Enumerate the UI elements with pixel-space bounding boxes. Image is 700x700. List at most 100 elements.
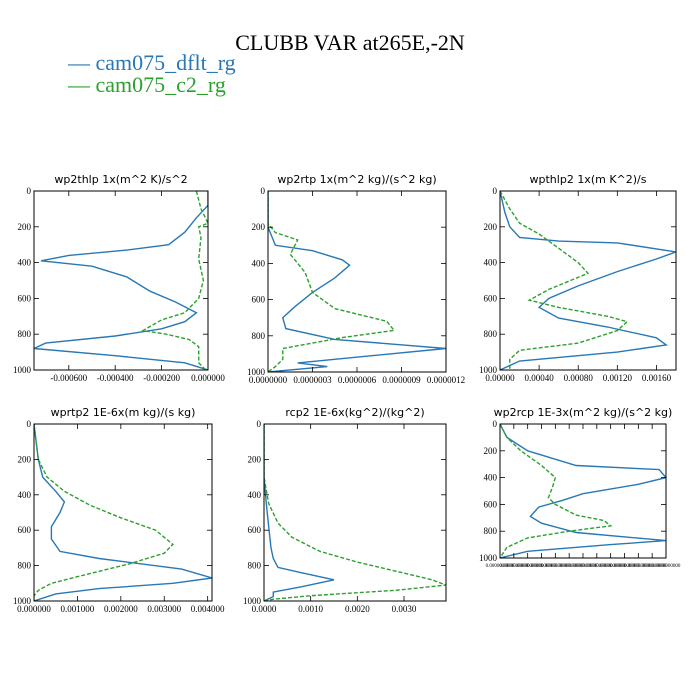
y-tick-label: 1000 [479,365,498,375]
x-tick-label: 0.0000000000 [499,564,528,569]
x-tick-label: 0.0000009 [382,375,421,385]
x-tick-label: 0.0000000000 [569,564,598,569]
y-tick-label: 1000 [247,367,266,377]
x-tick-label: 0.0000000000 [610,564,639,569]
series-line-c2 [264,424,446,601]
panel-title: wp2thlp 1x(m^2 K)/s^2 [54,173,187,186]
panel-title: wp2rtp 1x(m^2 kg)/(s^2 kg) [277,173,436,186]
y-tick-label: 200 [252,222,266,232]
y-tick-label: 0 [493,419,498,429]
panel-title: wp2rcp 1E-3x(m^2 kg)/(s^2 kg) [494,406,673,419]
y-tick-label: 1000 [13,596,32,606]
y-tick-label: 0 [493,186,498,196]
y-tick-label: 0 [261,186,266,196]
y-tick-label: 400 [484,258,498,268]
series-line-c2 [34,424,174,601]
panel-grid: wp2thlp 1x(m^2 K)/s^2 0 200 400 600 800 1000 -0… [13,173,681,614]
panel-3: wpthlp2 1x(m K^2)/s020040060080010000.00… [479,173,677,383]
panel-title: wpthlp2 1x(m K^2)/s [530,173,647,186]
plot-frame [33,190,209,371]
series-line-dflt [264,424,335,601]
y-tick-label: 1000 [243,596,262,606]
series-line-c2 [268,191,396,372]
y-tick-label: 800 [484,329,498,339]
x-tick-label: 0.0000000000 [527,564,556,569]
panel-title: rcp2 1E-6x(kg^2)/(kg^2) [285,406,424,419]
x-tick-label: 0.0000000000 [596,564,625,569]
x-tick-label: 0.0030 [392,604,417,614]
y-tick-label: 600 [252,295,266,305]
x-tick-label: 0.0020 [345,604,370,614]
x-tick-label: 0.0000000 [249,375,288,385]
x-tick-label: -0.000600 [50,373,87,383]
y-tick-label: 800 [18,329,32,339]
x-tick-label: -0.000400 [97,373,134,383]
x-tick-label: 0.0000003 [293,375,332,385]
legend-entry-c2: — cam075_c2_rg [67,72,226,97]
x-tick-label: 0.0010 [298,604,323,614]
y-tick-label: 800 [18,561,32,571]
series-line-dflt [500,191,676,370]
series-line-c2 [500,424,613,558]
x-tick-label: 0.0000 [252,604,277,614]
panel-4: wprtp2 1E-6x(m kg)/(s kg) 0 200 400 600 800 10… [13,406,225,614]
x-tick-label: 0.002000 [104,604,138,614]
x-tick-label: 0.0000000000 [582,564,611,569]
y-tick-label: 400 [18,490,32,500]
y-tick-label: 600 [484,499,498,509]
panel-title: wprtp2 1E-6x(m kg)/(s kg) [51,406,196,419]
x-tick-label: 0.0000000000 [624,564,653,569]
plot-frame [267,190,447,373]
y-tick-label: 1000 [479,553,498,563]
y-tick-label: 200 [18,222,32,232]
x-tick-label: 0.00000 [485,373,515,383]
y-tick-label: 200 [484,446,498,456]
y-tick-label: 600 [18,525,32,535]
x-tick-label: 0.000000 [191,373,225,383]
panel-6: wp2rcp 1E-3x(m^2 kg)/(s^2 kg)0 200 400 600 8… [479,406,681,569]
x-tick-label: 0.0000000000 [652,564,681,569]
x-tick-label: 0.0000000000 [541,564,570,569]
plot-frame [499,190,677,371]
x-tick-label: 0.001000 [61,604,95,614]
y-tick-label: 800 [484,526,498,536]
series-line-dflt [268,191,446,372]
panel-5: rcp2 1E-6x(kg^2)/(kg^2) 0 200 400 600 800 1000… [243,406,447,614]
y-tick-label: 600 [484,293,498,303]
y-tick-label: 400 [252,258,266,268]
panel-1: wp2thlp 1x(m^2 K)/s^2 0 200 400 600 800 1000 -0… [13,173,225,383]
y-tick-label: 600 [248,525,262,535]
x-tick-label: 0.003000 [147,604,181,614]
y-tick-label: 200 [248,454,262,464]
x-tick-label: 0.00080 [564,373,594,383]
x-tick-label: 0.0000000000 [513,564,542,569]
x-tick-label: 0.00040 [524,373,554,383]
y-tick-label: 0 [257,419,262,429]
x-tick-label: 0.00120 [603,373,633,383]
x-tick-label: 0.00160 [642,373,672,383]
series-line-c2 [140,191,208,370]
series-line-c2 [500,191,629,370]
y-tick-label: 400 [484,473,498,483]
y-tick-label: 800 [248,561,262,571]
series-line-dflt [500,424,666,558]
figure-title: CLUBB VAR at265E,-2N [235,30,465,55]
x-tick-label: 0.0000000000 [638,564,667,569]
x-tick-label: 0.0000000000 [486,564,515,569]
plot-frame [33,423,213,602]
y-tick-label: 400 [248,490,262,500]
y-tick-label: 800 [252,331,266,341]
y-tick-label: 0 [27,186,32,196]
y-tick-label: 600 [18,293,32,303]
x-tick-label: 0.0000012 [427,375,465,385]
y-tick-label: 0 [27,419,32,429]
y-tick-label: 200 [484,222,498,232]
panel-2: wp2rtp 1x(m^2 kg)/(s^2 kg) 0 200 400 600 800 1… [247,173,465,385]
y-tick-label: 400 [18,258,32,268]
x-tick-label: 0.0000006 [338,375,377,385]
y-tick-label: 200 [18,454,32,464]
legend-entry-dflt: — cam075_dflt_rg [67,50,236,75]
series-line-dflt [34,191,208,370]
x-tick-label: 0.004000 [191,604,225,614]
